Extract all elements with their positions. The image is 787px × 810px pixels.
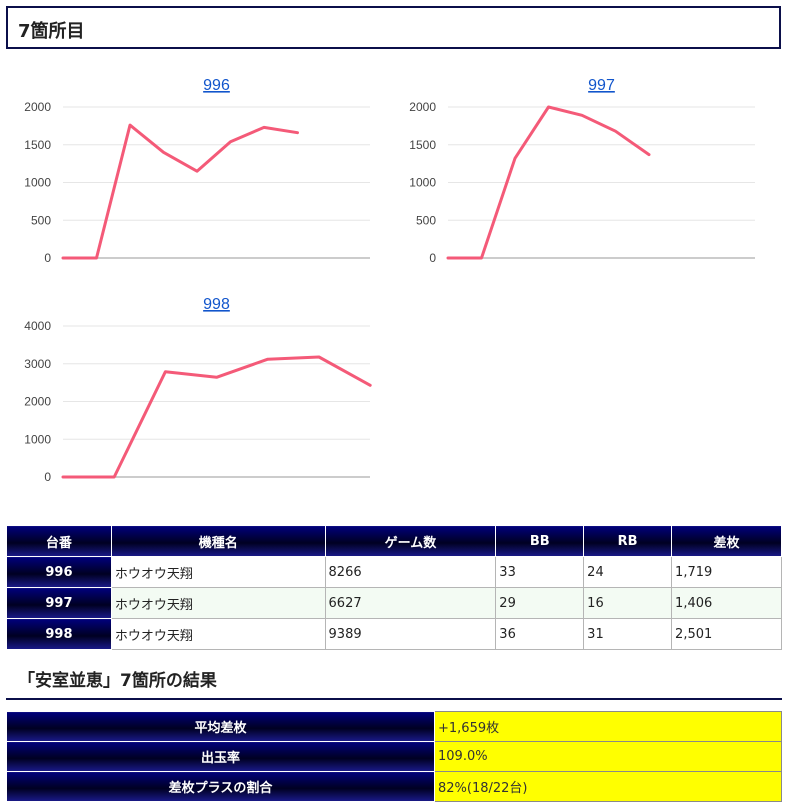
y-tick-label: 500: [416, 213, 436, 227]
y-tick-label: 2000: [409, 100, 436, 114]
table-row: 996 ホウオウ天翔 8266 33 24 1,719: [6, 556, 782, 588]
bb-cell: 36: [495, 618, 585, 650]
summary-value: 82%(18/22台): [434, 771, 782, 802]
summary-label: 平均差枚: [6, 711, 435, 742]
bb-cell: 29: [495, 587, 585, 619]
header-machine-name: 機種名: [110, 525, 326, 557]
y-tick-label: 3000: [24, 357, 51, 371]
chart-997: 997 0 500 1000 1500 2000: [385, 70, 770, 270]
machine-table: 台番 機種名 ゲーム数 BB RB 差枚 996 ホウオウ天翔 8266 33 …: [6, 525, 782, 650]
section-title: 7箇所目: [18, 21, 85, 42]
result-heading-text: 「安室並恵」7箇所の結果: [18, 671, 217, 691]
y-tick-label: 2000: [24, 100, 51, 114]
summary-value: 109.0%: [434, 741, 782, 772]
y-tick-label: 2000: [24, 395, 51, 409]
rb-cell: 24: [583, 556, 673, 588]
chart-title: 996: [203, 77, 230, 94]
machine-name-cell: ホウオウ天翔: [110, 618, 326, 650]
header-games: ゲーム数: [324, 525, 497, 557]
header-bb: BB: [495, 525, 585, 557]
y-tick-label: 0: [44, 251, 51, 265]
chart-svg: 997 0 500 1000 1500 2000: [409, 77, 755, 265]
chart-svg: 998 0 1000 2000 3000 4000: [24, 296, 372, 484]
y-tick-label: 500: [31, 213, 51, 227]
header-diff: 差枚: [671, 525, 782, 557]
games-cell: 8266: [324, 556, 497, 588]
y-tick-label: 1500: [24, 138, 51, 152]
y-tick-label: 1000: [24, 432, 51, 446]
y-tick-label: 4000: [24, 319, 51, 333]
machine-number-cell: 998: [6, 618, 112, 650]
summary-row: 出玉率 109.0%: [6, 741, 782, 772]
y-tick-label: 1000: [409, 176, 436, 190]
table-header-row: 台番 機種名 ゲーム数 BB RB 差枚: [6, 525, 782, 557]
chart-998: 998 0 1000 2000 3000 4000: [0, 289, 385, 489]
header-machine-number: 台番: [6, 525, 112, 557]
summary-row: 平均差枚 +1,659枚: [6, 711, 782, 742]
chart-svg: 996 0 500 1000 1500 2000: [24, 77, 370, 265]
table-row: 998 ホウオウ天翔 9389 36 31 2,501: [6, 618, 782, 650]
chart-title: 998: [203, 296, 230, 313]
series-line: [61, 123, 299, 260]
summary-table: 平均差枚 +1,659枚 出玉率 109.0% 差枚プラスの割合 82%(18/…: [6, 711, 782, 802]
machine-number-cell: 997: [6, 587, 112, 619]
diff-cell: 2,501: [671, 618, 782, 650]
summary-row: 差枚プラスの割合 82%(18/22台): [6, 771, 782, 802]
y-tick-label: 1500: [409, 138, 436, 152]
summary-label: 出玉率: [6, 741, 435, 772]
table-row: 997 ホウオウ天翔 6627 29 16 1,406: [6, 587, 782, 619]
y-tick-label: 1000: [24, 176, 51, 190]
y-tick-label: 0: [44, 470, 51, 484]
summary-value: +1,659枚: [434, 711, 782, 742]
chart-996: 996 0 500 1000 1500 2000: [0, 70, 385, 270]
summary-label: 差枚プラスの割合: [6, 771, 435, 802]
rb-cell: 16: [583, 587, 673, 619]
diff-cell: 1,406: [671, 587, 782, 619]
machine-name-cell: ホウオウ天翔: [110, 556, 326, 588]
y-tick-label: 0: [429, 251, 436, 265]
section-header-box: 7箇所目: [6, 6, 781, 49]
games-cell: 9389: [324, 618, 497, 650]
result-heading: 「安室並恵」7箇所の結果: [6, 666, 782, 700]
games-cell: 6627: [324, 587, 497, 619]
bb-cell: 33: [495, 556, 585, 588]
rb-cell: 31: [583, 618, 673, 650]
chart-title: 997: [588, 77, 615, 94]
series-line: [61, 355, 372, 479]
machine-number-cell: 996: [6, 556, 112, 588]
header-rb: RB: [583, 525, 673, 557]
machine-name-cell: ホウオウ天翔: [110, 587, 326, 619]
diff-cell: 1,719: [671, 556, 782, 588]
